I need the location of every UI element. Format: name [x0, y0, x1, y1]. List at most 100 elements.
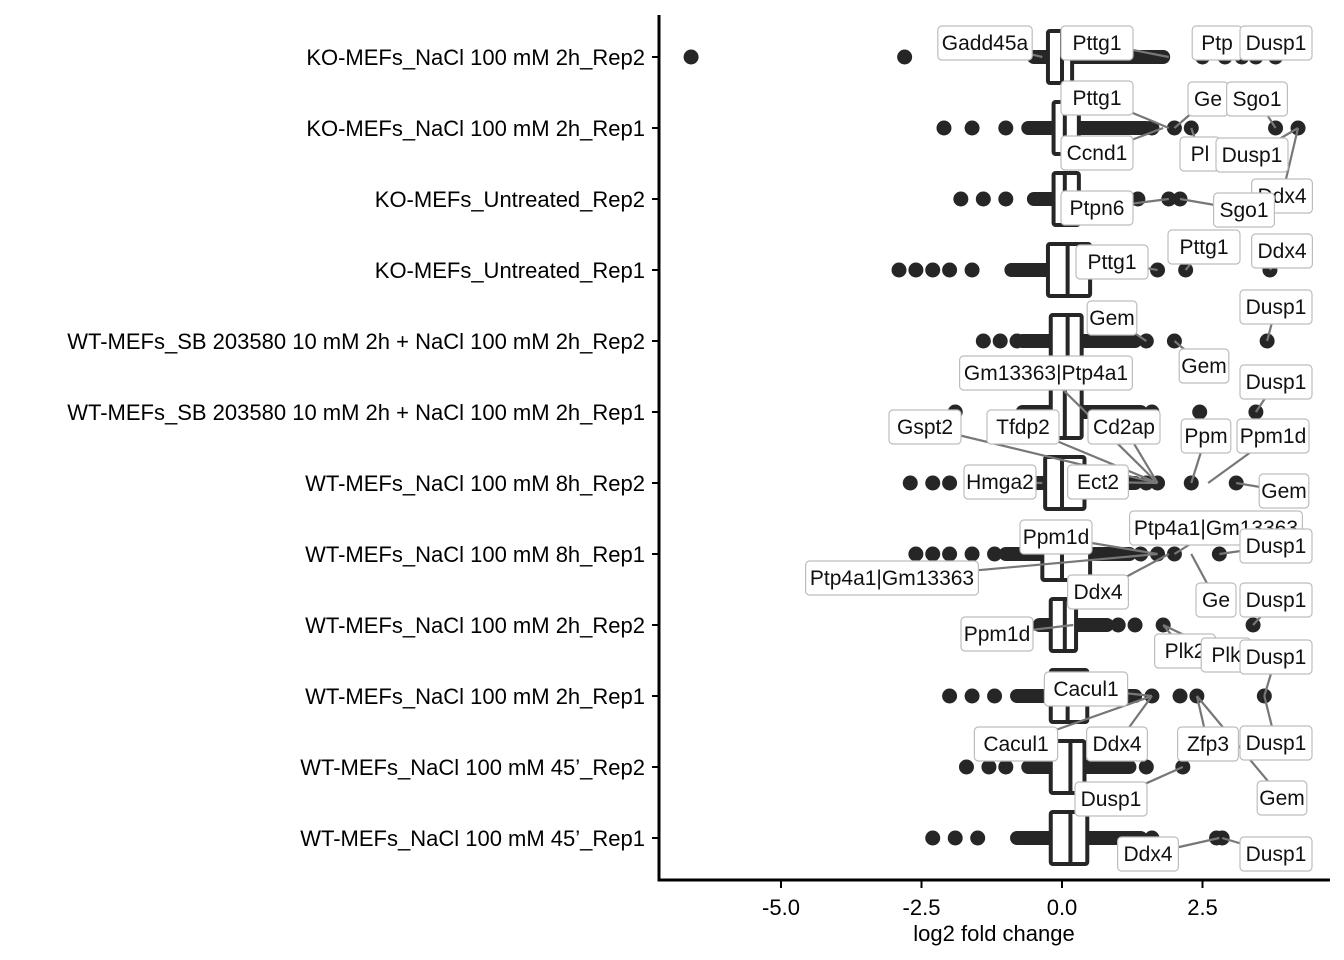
gene-label: Pttg1 — [1060, 80, 1134, 116]
gene-label: Pttg1 — [1060, 25, 1134, 61]
outlier-point — [683, 49, 699, 65]
gene-label: Ppm1d — [960, 616, 1034, 652]
gene-label: Pttg1 — [1075, 244, 1149, 280]
gene-label-text: Ppm — [1184, 425, 1227, 448]
gene-label: Tfdp2 — [986, 409, 1060, 445]
outlier-point — [981, 759, 997, 775]
outlier-point — [908, 546, 924, 562]
gene-label: Ddx4 — [1085, 726, 1148, 762]
gene-label-box — [960, 616, 1034, 652]
gene-label: Dusp1 — [1239, 25, 1313, 61]
gene-label: Gem — [1178, 348, 1230, 384]
boxplot — [925, 810, 1230, 866]
gene-label: Dusp1 — [1239, 836, 1313, 872]
category-label: WT-MEFs_NaCl 100 mM 45’_Rep2 — [300, 755, 645, 780]
outlier-point — [970, 830, 986, 846]
gene-label: Ptp4a1|Gm13363 — [804, 560, 979, 596]
x-tick-label: 2.5 — [1187, 895, 1218, 920]
gene-label-box — [958, 355, 1133, 391]
axes — [657, 15, 1330, 882]
gene-label-text: Gem — [1261, 480, 1307, 503]
gene-label: Ppm1d — [1236, 418, 1310, 454]
outlier-point — [947, 830, 963, 846]
outlier-point — [1138, 759, 1154, 775]
gene-label-text: Dusp1 — [1246, 32, 1307, 55]
gene-label: Dusp1 — [1239, 364, 1313, 400]
gene-label-text: Sgo1 — [1232, 88, 1281, 111]
outlier-point — [908, 262, 924, 278]
gene-label-box — [973, 726, 1059, 762]
x-tick-label: 0.0 — [1047, 895, 1078, 920]
outlier-point — [953, 191, 969, 207]
gene-label-text: Dusp1 — [1246, 535, 1307, 558]
gene-label-box — [1060, 190, 1134, 226]
gene-label-box — [1180, 418, 1232, 454]
outlier-point — [964, 120, 980, 136]
outlier-point — [998, 759, 1014, 775]
gene-label: Gadd45a — [937, 25, 1033, 61]
gene-label-box — [1075, 244, 1149, 280]
gene-label-box — [1239, 364, 1313, 400]
category-label: WT-MEFs_SB 203580 10 mM 2h + NaCl 100 mM… — [67, 329, 645, 354]
gene-label: Ccnd1 — [1060, 135, 1134, 171]
gene-label: Gm13363|Ptp4a1 — [958, 355, 1133, 391]
outlier-point — [964, 546, 980, 562]
gene-label-text: Ccnd1 — [1067, 142, 1128, 165]
gene-label: Ddx4 — [1066, 574, 1129, 610]
outlier-point — [1127, 617, 1143, 633]
gene-label: Ptpn6 — [1060, 190, 1134, 226]
gene-label-text: Pttg1 — [1072, 32, 1121, 55]
category-label: KO-MEFs_Untreated_Rep1 — [375, 258, 645, 283]
gene-label-box — [1066, 464, 1129, 500]
gene-label: Ge — [1195, 582, 1237, 618]
gene-label-text: Dusp1 — [1246, 371, 1307, 394]
gene-label: Dusp1 — [1239, 639, 1313, 675]
gene-label: Ect2 — [1066, 464, 1129, 500]
gene-label: Ddx4 — [1250, 233, 1313, 269]
gene-label: Ddx4 — [1116, 836, 1179, 872]
gene-label-box — [1239, 836, 1313, 872]
outlier-point — [942, 262, 958, 278]
gene-label-box — [1250, 233, 1313, 269]
gene-label: Hmga2 — [963, 464, 1037, 500]
gene-label-text: Ptp — [1201, 32, 1233, 55]
gene-label: Gem — [1258, 473, 1310, 509]
gene-label-text: Pttg1 — [1087, 251, 1136, 274]
category-label: WT-MEFs_NaCl 100 mM 2h_Rep1 — [305, 684, 645, 709]
outlier-point — [942, 475, 958, 491]
outlier-point — [936, 120, 952, 136]
gene-label-text: Gadd45a — [942, 32, 1029, 55]
gene-label-text: Dusp1 — [1081, 788, 1142, 811]
gene-label-box — [1167, 229, 1241, 265]
gene-label-box — [1212, 192, 1275, 228]
outlier-point — [942, 688, 958, 704]
gene-label-box — [1087, 409, 1161, 445]
gene-label-text: Ddx4 — [1257, 240, 1306, 263]
category-label: KO-MEFs_NaCl 100 mM 2h_Rep1 — [306, 116, 645, 141]
gene-label: Gem — [1086, 300, 1138, 336]
gene-label: Plk2 — [1153, 633, 1216, 669]
gene-label-text: Cacul1 — [983, 733, 1048, 756]
gene-label: Ppm — [1180, 418, 1232, 454]
gene-label: Dusp1 — [1239, 528, 1313, 564]
category-label: KO-MEFs_NaCl 100 mM 2h_Rep2 — [306, 45, 645, 70]
gene-label-text: Dusp1 — [1246, 296, 1307, 319]
outlier-point — [1268, 120, 1284, 136]
gene-label-box — [1239, 289, 1313, 325]
gene-label-box — [1239, 639, 1313, 675]
gene-label-box — [1085, 726, 1148, 762]
gene-label-text: Plk2 — [1165, 640, 1206, 663]
gene-label: Gem — [1256, 780, 1308, 816]
category-label: WT-MEFs_NaCl 100 mM 45’_Rep1 — [300, 826, 645, 851]
gene-label-box — [1178, 348, 1230, 384]
gene-label: Ppm1d — [1019, 519, 1093, 555]
gene-label: Dusp1 — [1239, 725, 1313, 761]
gene-label-text: Ppm1d — [964, 623, 1031, 646]
gene-label-box — [804, 560, 979, 596]
gene-label: Sgo1 — [1212, 192, 1275, 228]
gene-label-text: Dusp1 — [1222, 144, 1283, 167]
gene-label-text: Dusp1 — [1246, 732, 1307, 755]
category-label: WT-MEFs_NaCl 100 mM 8h_Rep2 — [305, 471, 645, 496]
x-tick-label: -5.0 — [762, 895, 800, 920]
